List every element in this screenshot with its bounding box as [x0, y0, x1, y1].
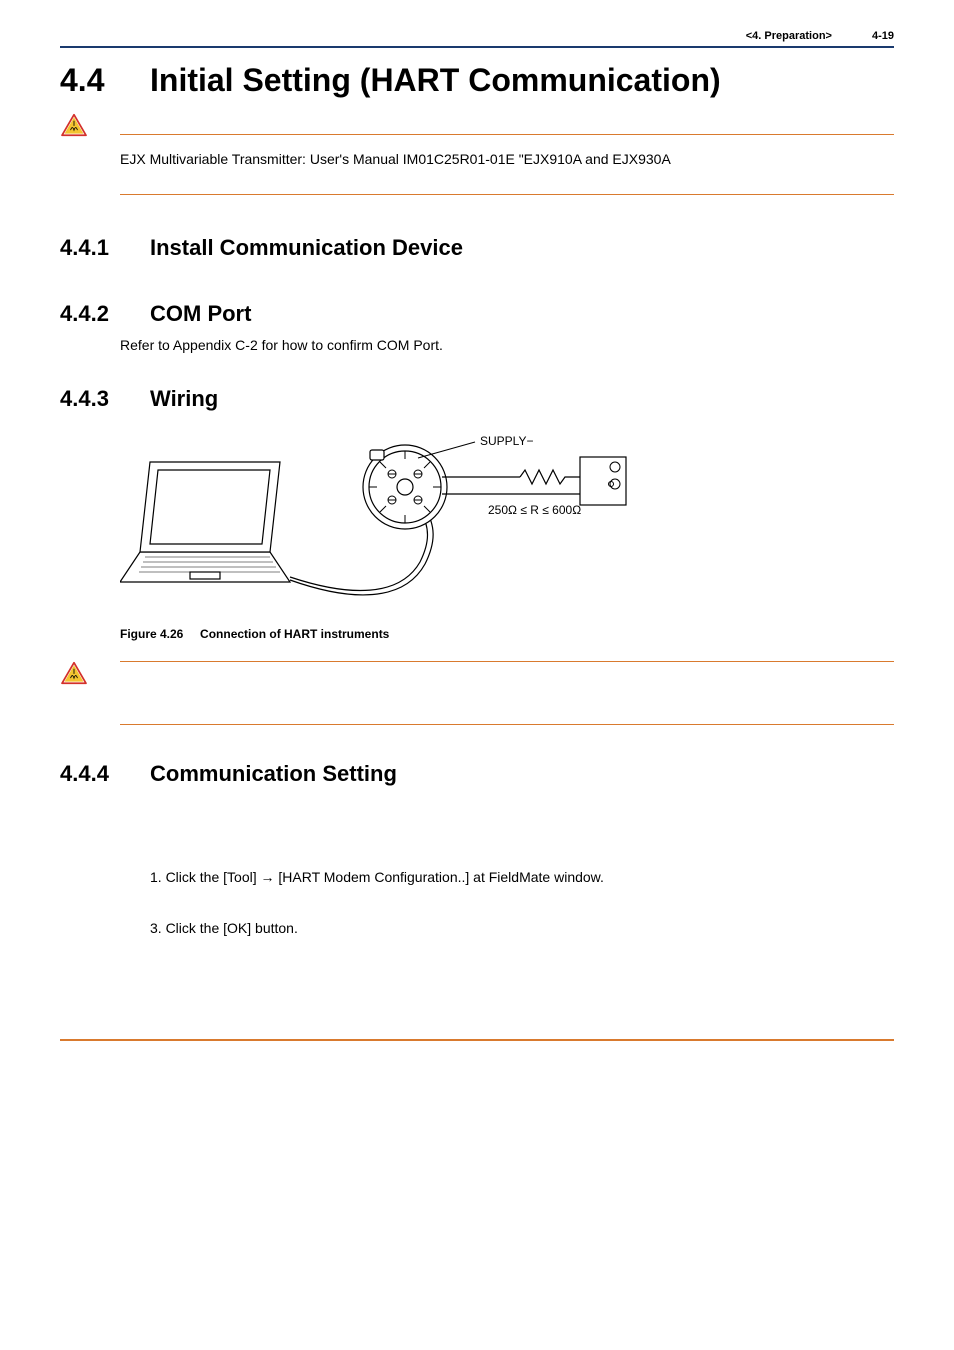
- subsection-4-number: 4.4.4: [60, 761, 150, 787]
- note2-rule-bottom: [120, 724, 894, 725]
- figure-caption-label: Figure 4.26: [120, 627, 183, 641]
- subsection-3-title: Wiring: [150, 386, 218, 412]
- figure-wrap: SUPPLY− 250Ω ≤ R ≤ 600Ω Figure 4.26 Conn…: [120, 432, 894, 641]
- page-number: 4-19: [872, 30, 894, 42]
- section-heading: 4.4 Initial Setting (HART Communication): [60, 62, 894, 99]
- caution-icon: [60, 661, 90, 725]
- subsection-1-number: 4.4.1: [60, 235, 150, 261]
- header-rule: [60, 46, 894, 48]
- note-content-2: [120, 661, 894, 725]
- subsection-3: 4.4.3 Wiring: [60, 386, 894, 412]
- subsection-2-body: Refer to Appendix C-2 for how to confirm…: [120, 335, 894, 356]
- note-block: NOTE EJX Multivariable Transmitter: User…: [60, 113, 894, 195]
- subsection-3-number: 4.4.3: [60, 386, 150, 412]
- subsection-1: 4.4.1 Install Communication Device: [60, 235, 894, 261]
- subsection-1-title: Install Communication Device: [150, 235, 463, 261]
- figure-supply-label: SUPPLY−: [480, 434, 533, 448]
- subsection-4: 4.4.4 Communication Setting: [60, 761, 894, 787]
- section-number: 4.4: [60, 62, 150, 99]
- page: <4. Preparation> 4-19 4.4 Initial Settin…: [0, 0, 954, 1081]
- subsection-2-number: 4.4.2: [60, 301, 150, 327]
- breadcrumb: <4. Preparation>: [746, 30, 832, 42]
- note-block-2: [60, 661, 894, 725]
- footer-rule: [60, 1039, 894, 1041]
- caution-icon: [60, 113, 90, 195]
- page-header: <4. Preparation> 4-19: [60, 30, 894, 46]
- step-3: 3. Click the [OK] button.: [150, 918, 894, 939]
- subsection-2-title: COM Port: [150, 301, 251, 327]
- note-text: EJX Multivariable Transmitter: User's Ma…: [120, 149, 894, 170]
- figure-caption: Figure 4.26 Connection of HART instrumen…: [120, 627, 894, 641]
- note-rule-bottom: [120, 194, 894, 195]
- section-title: Initial Setting (HART Communication): [150, 62, 721, 99]
- subsection-4-title: Communication Setting: [150, 761, 397, 787]
- step-1: 1. Click the [Tool] → [HART Modem Config…: [150, 867, 894, 888]
- note-content: NOTE EJX Multivariable Transmitter: User…: [120, 113, 894, 195]
- note-rule-top: [120, 134, 894, 135]
- note2-rule-top: [120, 661, 894, 662]
- figure-resistor-label: 250Ω ≤ R ≤ 600Ω: [488, 503, 581, 517]
- note2-text: [120, 676, 894, 696]
- figure-caption-text: Connection of HART instruments: [200, 627, 389, 641]
- subsection-2: 4.4.2 COM Port: [60, 301, 894, 327]
- wiring-diagram: SUPPLY− 250Ω ≤ R ≤ 600Ω: [120, 432, 660, 612]
